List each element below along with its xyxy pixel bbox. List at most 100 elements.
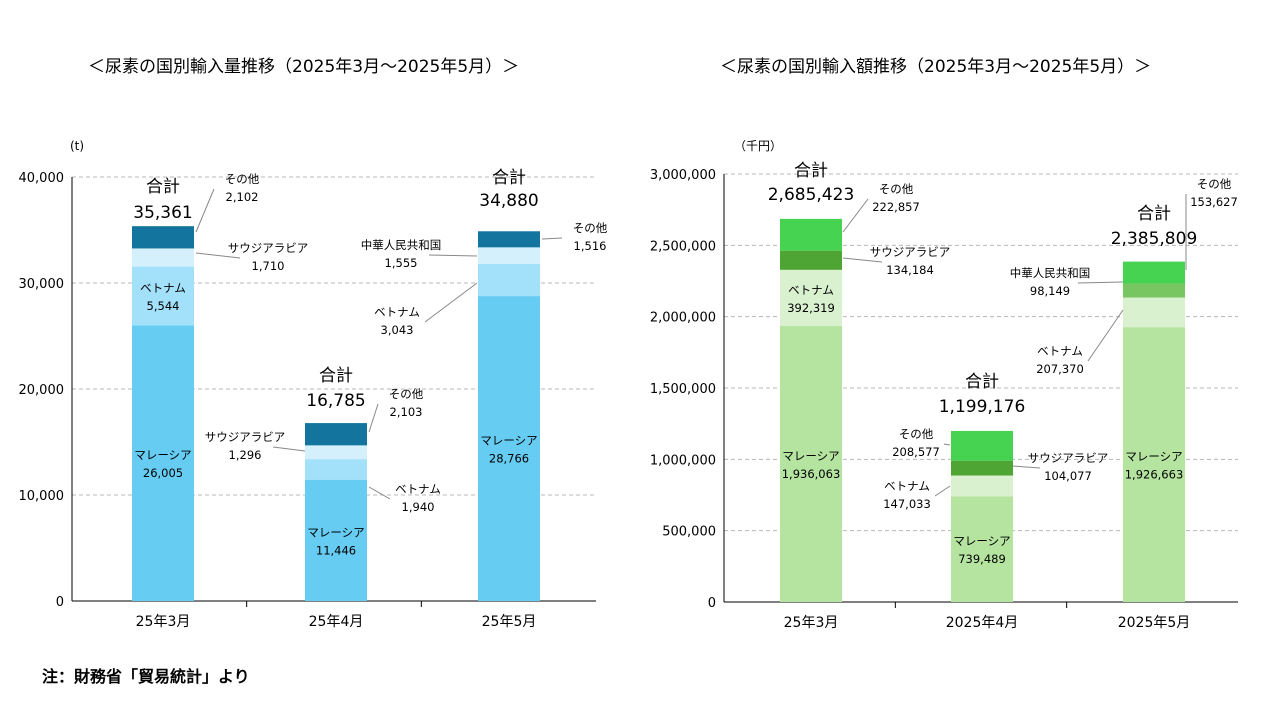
leader-line <box>195 252 241 259</box>
segment-value-label: 11,446 <box>316 543 356 557</box>
segment-name-label: その他 <box>389 387 424 401</box>
segment-name-label: サウジアラビア <box>228 241 309 255</box>
y-tick-label: 1,500,000 <box>650 382 716 397</box>
segment-value-label: 207,370 <box>1036 362 1084 376</box>
total-label: 合計 <box>492 168 526 188</box>
total-value: 2,385,809 <box>1111 229 1198 249</box>
total-value: 35,361 <box>133 203 192 223</box>
bar-segment <box>951 460 1013 476</box>
bar-segment <box>478 231 540 248</box>
x-tick-label: 25年5月 <box>482 614 537 630</box>
total-label: 合計 <box>146 177 180 197</box>
segment-name-label: マレーシア <box>480 434 537 448</box>
bar-segment <box>780 218 842 251</box>
total-value: 34,880 <box>479 191 538 211</box>
total-label: 合計 <box>965 372 999 392</box>
segment-name-label: マレーシア <box>782 449 839 463</box>
leader-line <box>541 237 563 240</box>
leader-line <box>428 254 478 257</box>
total-value: 1,199,176 <box>939 397 1026 417</box>
leader-line <box>943 443 951 446</box>
bar-segment <box>780 250 842 270</box>
y-tick-label: 2,500,000 <box>650 239 716 254</box>
segment-name-label: その他 <box>1197 177 1232 191</box>
total-label: 合計 <box>319 366 353 386</box>
leader-line <box>934 485 951 497</box>
segment-name-label: サウジアラビア <box>205 430 286 444</box>
segment-name-label: その他 <box>899 427 934 441</box>
segment-name-label: ベトナム <box>395 482 441 496</box>
segment-value-label: 1,926,663 <box>1125 468 1184 482</box>
y-tick-label: 10,000 <box>19 489 65 504</box>
x-tick-label: 2025年5月 <box>1118 615 1191 631</box>
chart-1: (t) 0 10,000 20,000 30,000 40,000 25年3月 合計 35,36… <box>19 139 608 630</box>
total-label: 合計 <box>794 161 828 181</box>
y-tick-label: 0 <box>708 596 716 611</box>
segment-value-label: 28,766 <box>489 452 529 466</box>
segment-value-label: 26,005 <box>143 466 183 480</box>
segment-name-label: サウジアラビア <box>870 245 951 259</box>
bar-segment <box>1123 327 1185 602</box>
unit-label: （千円） <box>734 139 782 153</box>
segment-value-label: 134,184 <box>886 263 934 277</box>
chart-2: （千円） 0 500,000 1,000,000 1,500,000 2,000,000 2… <box>650 139 1238 631</box>
segment-value-label: 2,102 <box>226 190 259 204</box>
leader-line <box>1012 465 1041 469</box>
segment-name-label: その他 <box>225 172 260 186</box>
bar-segment <box>305 459 367 480</box>
segment-name-label: マレーシア <box>1125 450 1182 464</box>
bar-segment <box>478 263 540 297</box>
bar-segment <box>780 269 842 326</box>
bar-segment <box>780 325 842 602</box>
leader-line <box>272 446 306 452</box>
bar-segment <box>478 296 540 601</box>
chart-2-title: ＜尿素の国別輸入額推移（2025年3月～2025年5月）＞ <box>720 57 1152 77</box>
segment-name-label: マレーシア <box>953 534 1010 548</box>
segment-name-label: マレーシア <box>134 448 191 462</box>
chart-1-title: ＜尿素の国別輸入量推移（2025年3月～2025年5月）＞ <box>88 57 520 77</box>
x-tick-label: 25年4月 <box>309 614 364 630</box>
bar-segment <box>951 475 1013 497</box>
y-tick-label: 0 <box>56 595 64 610</box>
segment-value-label: 1,940 <box>402 500 435 514</box>
segment-name-label: ベトナム <box>1037 344 1083 358</box>
bar-segment <box>305 423 367 446</box>
leader-line <box>842 198 869 233</box>
y-tick-label: 20,000 <box>19 383 65 398</box>
segment-value-label: 104,077 <box>1044 469 1092 483</box>
y-tick-label: 40,000 <box>19 171 65 186</box>
segment-value-label: 1,710 <box>252 259 285 273</box>
segment-name-label: その他 <box>879 182 914 196</box>
y-tick-label: 1,000,000 <box>650 453 716 468</box>
leader-line <box>195 188 215 233</box>
segment-name-label: 中華人民共和国 <box>361 238 442 252</box>
bar-segment <box>951 496 1013 602</box>
bar-segment <box>132 226 194 249</box>
segment-value-label: 98,149 <box>1030 284 1070 298</box>
x-tick-label: 25年3月 <box>136 614 191 630</box>
segment-value-label: 1,555 <box>385 256 418 270</box>
segment-value-label: 208,577 <box>892 445 940 459</box>
segment-value-label: 3,043 <box>381 323 414 337</box>
leader-line <box>368 486 391 500</box>
leader-line <box>1077 281 1124 284</box>
segment-name-label: その他 <box>573 221 608 235</box>
segment-value-label: 392,319 <box>787 301 835 315</box>
bar-segment <box>1123 283 1185 298</box>
bar-segment <box>951 430 1013 461</box>
segment-value-label: 222,857 <box>872 200 920 214</box>
bar-segment <box>132 248 194 267</box>
bar-segment <box>305 479 367 601</box>
bar-segment <box>132 266 194 326</box>
segment-name-label: ベトナム <box>374 305 420 319</box>
unit-label: (t) <box>70 139 84 153</box>
segment-value-label: 1,516 <box>574 239 607 253</box>
total-value: 2,685,423 <box>768 185 855 205</box>
leader-line <box>842 257 883 263</box>
segment-value-label: 1,296 <box>229 448 262 462</box>
segment-name-label: 中華人民共和国 <box>1010 266 1091 280</box>
segment-name-label: サウジアラビア <box>1028 451 1109 465</box>
total-label: 合計 <box>1137 204 1171 224</box>
x-tick-label: 25年3月 <box>784 615 839 631</box>
y-tick-label: 3,000,000 <box>650 168 716 183</box>
